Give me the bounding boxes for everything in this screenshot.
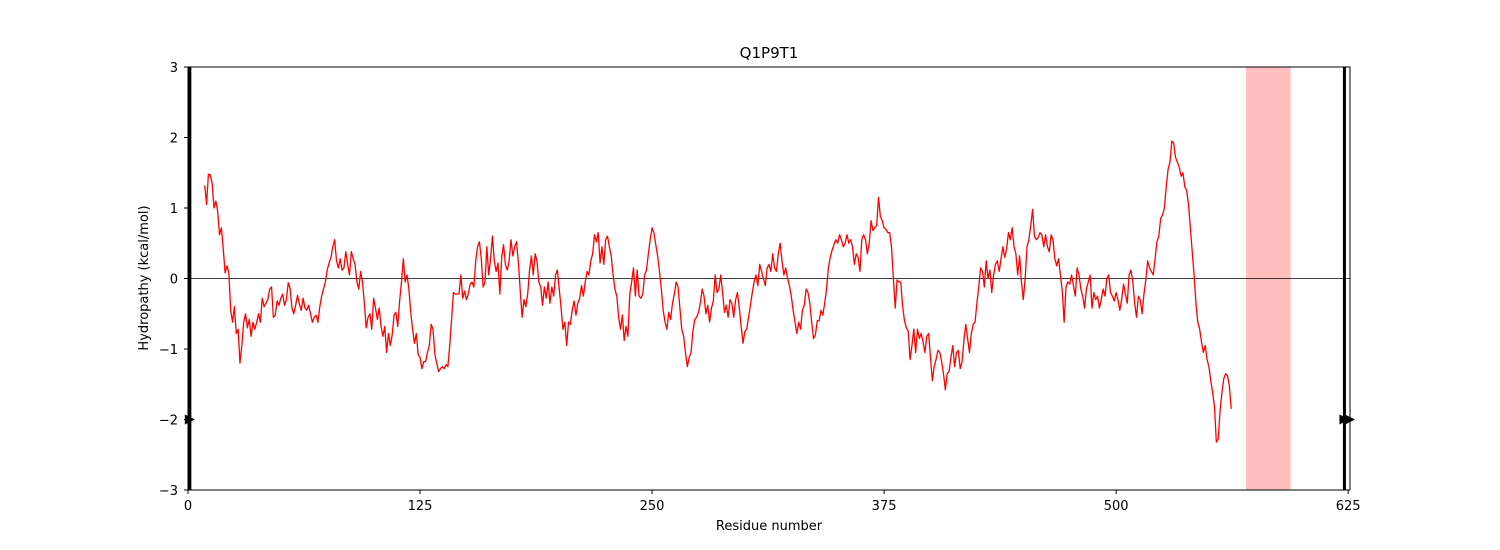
x-tick-label: 0: [184, 499, 192, 514]
x-tick-label: 500: [1104, 499, 1129, 514]
y-axis-label: Hydropathy (kcal/mol): [137, 205, 152, 350]
y-tick-label: 1: [170, 202, 178, 217]
x-axis-label: Residue number: [716, 519, 823, 534]
marker-triangle-0: [184, 414, 195, 425]
y-tick-label: 3: [170, 61, 178, 76]
x-tick-label: 375: [872, 499, 897, 514]
y-tick-label: 0: [170, 273, 178, 288]
y-tick-label: −2: [159, 414, 178, 429]
plot-area: 0 125 250 375 500 625 −3 −2 −1 0 1 2 3: [159, 61, 1361, 514]
marker-triangle-1: [1339, 414, 1350, 425]
y-tick-label: −3: [159, 484, 178, 499]
x-tick-label: 625: [1336, 499, 1361, 514]
x-tick-label: 125: [408, 499, 433, 514]
chart-title: Q1P9T1: [740, 44, 799, 62]
hydropathy-line: [204, 140, 1232, 443]
y-tick-label: 2: [170, 132, 178, 147]
y-tick-label: −1: [159, 343, 178, 358]
x-tick-label: 250: [640, 499, 665, 514]
